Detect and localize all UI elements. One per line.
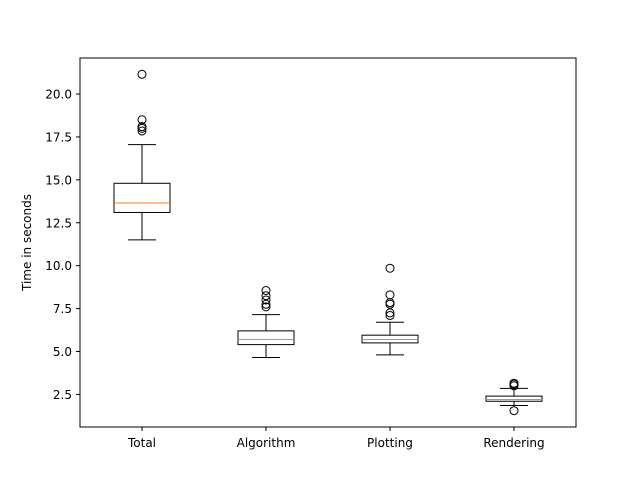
x-axis: Total Algorithm Plotting Rendering [127, 427, 545, 450]
outlier-point [261, 291, 271, 301]
y-tick-label: 12.5 [45, 216, 72, 230]
outlier-point [385, 290, 395, 300]
plot-frame [79, 57, 577, 428]
box-group-plotting [361, 263, 419, 356]
y-tick-label: 5.0 [53, 345, 72, 359]
y-tick-label: 7.5 [53, 302, 72, 316]
box-group-algorithm [237, 286, 295, 358]
x-tick-label: Plotting [367, 436, 413, 450]
outlier-point [137, 126, 147, 136]
outlier-point [385, 310, 395, 320]
y-tick-label: 17.5 [45, 130, 72, 144]
y-tick-label: 20.0 [45, 88, 72, 102]
outlier-point [261, 286, 271, 296]
y-tick-label: 15.0 [45, 173, 72, 187]
box-group-rendering [485, 378, 543, 416]
outlier-point [261, 299, 271, 309]
x-tick-label: Total [127, 436, 156, 450]
outlier-point [261, 295, 271, 305]
y-axis: 2.5 5.0 7.5 10.0 12.5 15.0 17.5 20.0 [45, 88, 80, 402]
outlier-point [385, 299, 395, 309]
outlier-point [137, 115, 147, 125]
outlier-point [137, 69, 147, 79]
iqr-box [113, 182, 171, 213]
y-tick-label: 2.5 [53, 388, 72, 402]
outlier-point [509, 378, 519, 388]
outlier-point [385, 308, 395, 318]
y-axis-label: Time in seconds [20, 194, 34, 292]
outlier-point [137, 122, 147, 132]
box-group-total [113, 69, 171, 241]
outlier-point [385, 263, 395, 273]
x-tick-label: Algorithm [237, 436, 296, 450]
y-tick-label: 10.0 [45, 259, 72, 273]
outlier-point [385, 298, 395, 308]
iqr-box [237, 330, 295, 346]
outlier-point [261, 302, 271, 312]
plot-marks [113, 69, 543, 416]
x-tick-label: Rendering [483, 436, 544, 450]
iqr-box [485, 395, 543, 402]
outlier-point [509, 406, 519, 416]
